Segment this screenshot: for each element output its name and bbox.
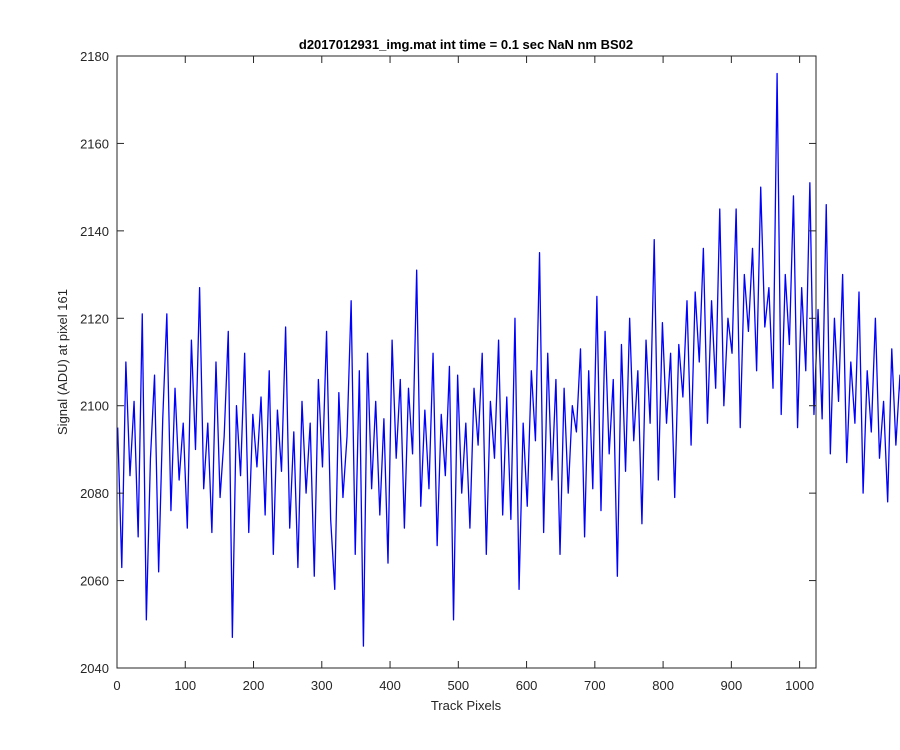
y-tick-label: 2120 — [80, 311, 109, 326]
data-layer — [117, 72, 900, 647]
x-tick-label: 500 — [447, 678, 469, 693]
y-tick-label: 2060 — [80, 574, 109, 589]
y-tick-label: 2040 — [80, 661, 109, 676]
tick-layer: 0 100 200 300 400 500 600 700 800 900 1000 2040 2060… — [80, 49, 816, 693]
x-tick-label: 400 — [379, 678, 401, 693]
x-tick-label: 1000 — [785, 678, 814, 693]
axes-box — [116, 55, 817, 669]
chart-title: d2017012931_img.mat int time = 0.1 sec N… — [299, 37, 633, 52]
y-tick-label: 2080 — [80, 486, 109, 501]
series-line-0 — [117, 72, 900, 647]
x-tick-label: 800 — [652, 678, 674, 693]
x-tick-label: 300 — [311, 678, 333, 693]
plot-area — [117, 56, 816, 668]
x-tick-label: 100 — [174, 678, 196, 693]
y-tick-label: 2140 — [80, 224, 109, 239]
y-tick-label: 2180 — [80, 49, 109, 64]
y-tick-label: 2100 — [80, 399, 109, 414]
x-tick-label: 200 — [243, 678, 265, 693]
x-tick-label: 700 — [584, 678, 606, 693]
x-tick-label: 0 — [113, 678, 120, 693]
x-tick-label: 900 — [721, 678, 743, 693]
y-axis-label: Signal (ADU) at pixel 161 — [55, 289, 70, 435]
x-tick-label: 600 — [516, 678, 538, 693]
x-axis-label: Track Pixels — [431, 698, 502, 713]
y-tick-label: 2160 — [80, 136, 109, 151]
